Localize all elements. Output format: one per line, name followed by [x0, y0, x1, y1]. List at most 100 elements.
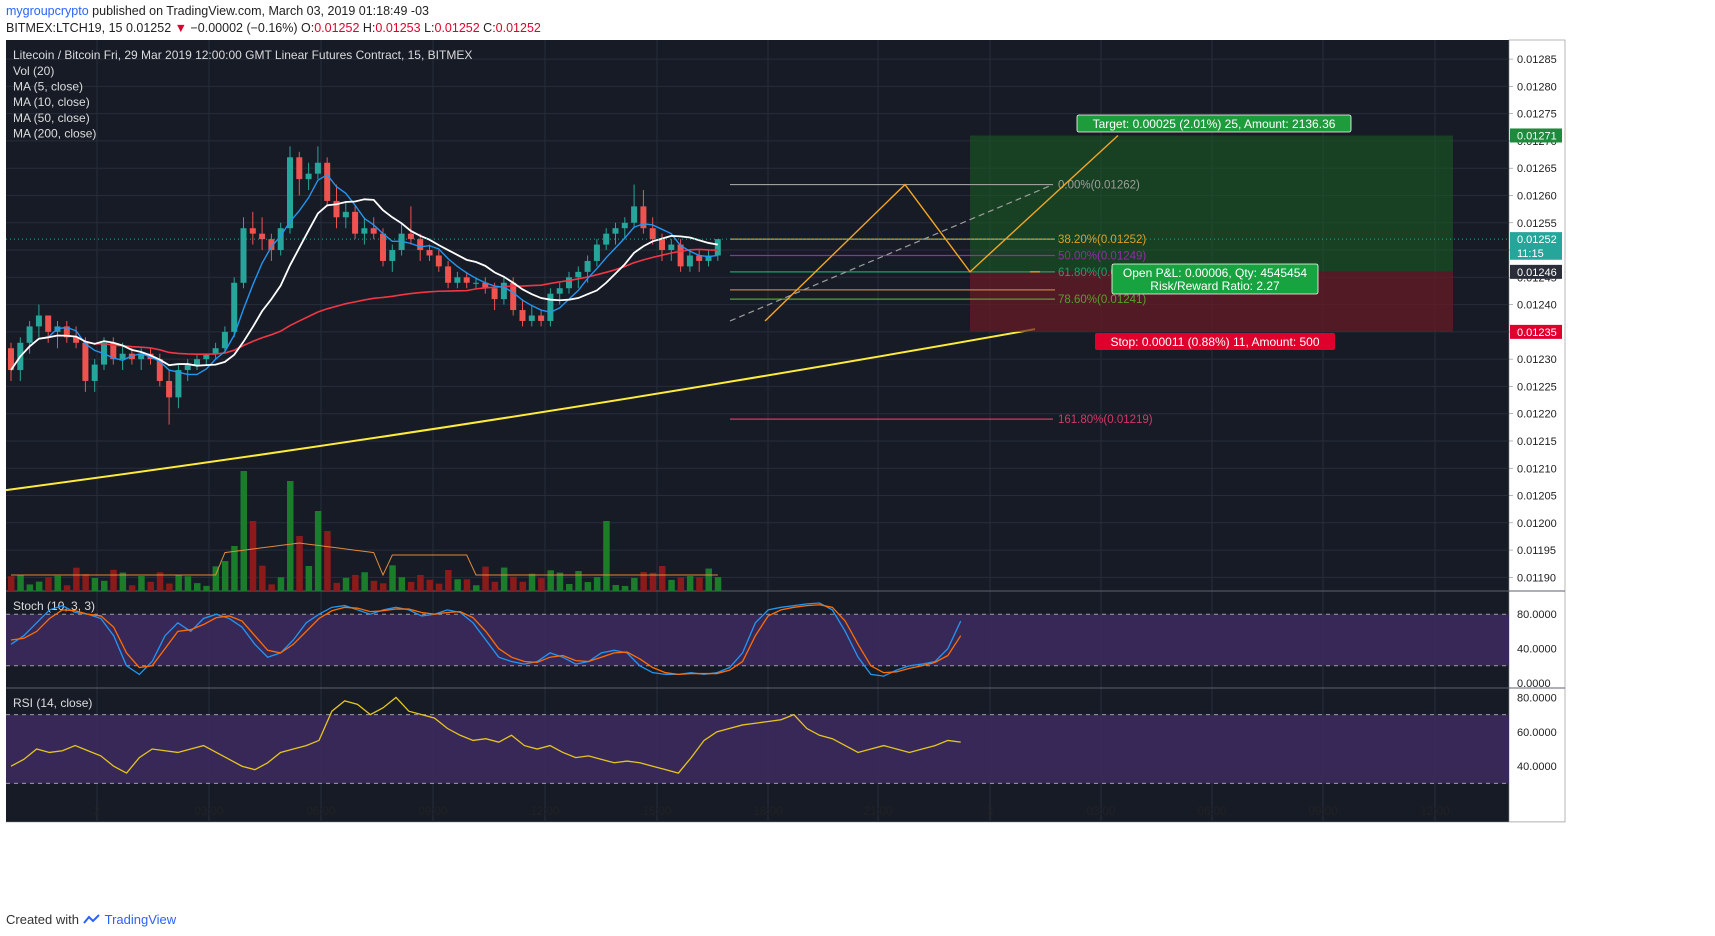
- stoch-label: Stoch (10, 3, 3): [13, 599, 95, 613]
- chart-title: Litecoin / Bitcoin Fri, 29 Mar 2019 12:0…: [13, 48, 472, 62]
- volume-bar: [491, 581, 499, 591]
- fib-level-label: 0.00%(0.01262): [1058, 180, 1140, 192]
- tradingview-link[interactable]: TradingView: [104, 912, 177, 927]
- y-tick-label: 0.01255: [1517, 218, 1557, 230]
- volume-bar: [128, 585, 136, 591]
- stop-label-text: Stop: 0.00011 (0.88%) 11, Amount: 500: [1110, 335, 1319, 349]
- x-tick-label: 12:00: [1421, 806, 1450, 818]
- candle-body: [538, 315, 545, 321]
- candle-body: [417, 239, 424, 251]
- volume-bar: [696, 577, 703, 591]
- candle-body: [203, 353, 210, 360]
- volume-bar: [659, 565, 666, 591]
- rsi-y-tick: 60.0000: [1517, 727, 1557, 739]
- open-label: O:: [301, 21, 315, 35]
- last-price: 0.01252: [125, 21, 172, 35]
- fib-level-label: 78.60%(0.01241): [1058, 294, 1146, 306]
- volume-bar: [566, 584, 573, 591]
- volume-bar: [380, 583, 387, 591]
- price-axis-tag-text: 11:15: [1517, 248, 1544, 260]
- x-tick-label: 12:00: [531, 806, 560, 818]
- trading-chart[interactable]: 2 03:00 06:00 09:00 12:00 15:00 18:00 21:00 3 03:…: [0, 0, 1715, 910]
- volume-bar: [138, 576, 145, 591]
- candle-body: [175, 370, 182, 398]
- stoch-band: [6, 614, 1509, 666]
- candle-body: [566, 277, 572, 289]
- volume-bar: [705, 568, 712, 591]
- ma50-line: [10, 248, 718, 371]
- volume-bar: [445, 569, 452, 591]
- candle-body: [119, 353, 126, 360]
- volume-bar: [287, 481, 294, 591]
- volume-bar: [342, 577, 350, 591]
- price-change: −0.00002 (−0.16%): [190, 21, 298, 35]
- stoch-y-tick: 40.0000: [1517, 644, 1557, 656]
- indicator-legend-item: MA (50, close): [13, 111, 90, 125]
- candle-body: [621, 222, 628, 229]
- time-axis: [6, 822, 1565, 832]
- target-label-text: Target: 0.00025 (2.01%) 25, Amount: 2136…: [1093, 117, 1336, 131]
- pnl-label-box: [1111, 263, 1319, 295]
- volume-bar: [519, 581, 526, 591]
- price-axis-tag: [1510, 232, 1562, 247]
- x-tick-label: 3: [987, 806, 993, 818]
- target-label-box: [1076, 114, 1352, 133]
- candle-body: [231, 282, 238, 332]
- target-zone: [970, 135, 1453, 272]
- volume-bar: [101, 580, 108, 591]
- candle-body: [612, 228, 619, 234]
- candle-body: [435, 255, 442, 267]
- y-tick-label: 0.01285: [1517, 54, 1557, 66]
- pnl-label-text: Risk/Reward Ratio: 2.27: [1150, 279, 1280, 293]
- author-link[interactable]: mygroupcrypto: [6, 4, 89, 18]
- volume-bar: [194, 583, 201, 591]
- volume-bar: [584, 582, 592, 591]
- candle-body: [352, 211, 359, 234]
- low-label: L:: [424, 21, 435, 35]
- y-tick-label: 0.01190: [1517, 572, 1556, 584]
- x-tick-label: 03:00: [195, 806, 224, 818]
- volume-bar: [389, 565, 396, 591]
- fib-level-label: 38.20%(0.01252): [1058, 234, 1146, 246]
- volume-bar: [668, 579, 675, 591]
- candle-body: [575, 271, 582, 278]
- price-axis-tag: [1510, 264, 1562, 279]
- candle-body: [45, 315, 52, 332]
- candle-body: [26, 326, 33, 343]
- y-tick-label: 0.01215: [1517, 436, 1557, 448]
- y-tick-label: 0.01260: [1517, 190, 1557, 202]
- volume-bar: [212, 566, 220, 591]
- rsi-label: RSI (14, close): [13, 696, 92, 710]
- ohlc-header: BITMEX:LTCH19, 15 0.01252 ▼ −0.00002 (−0…: [6, 21, 541, 35]
- candle-body: [686, 255, 693, 267]
- volume-bar: [110, 569, 117, 591]
- volume-bar: [482, 566, 489, 591]
- close-value: 0.01252: [495, 21, 541, 35]
- volume-bar: [17, 574, 24, 591]
- candle-body: [696, 255, 703, 261]
- volume-bar: [714, 577, 722, 591]
- candle-body: [361, 228, 368, 234]
- candle-body: [677, 244, 684, 267]
- fib-projection-dashed: [729, 184, 1054, 322]
- candle-body: [296, 157, 303, 180]
- candle-body: [82, 342, 89, 381]
- y-tick-label: 0.01225: [1517, 381, 1557, 393]
- candle-body: [649, 228, 656, 240]
- price-axis-tag-text: 0.01235: [1517, 327, 1557, 339]
- ma200-line: [5, 328, 1036, 492]
- volume-bar: [435, 583, 443, 591]
- pnl-label-text: Open P&L: 0.00006, Qty: 4545454: [1123, 266, 1307, 280]
- created-with-text: Created with: [6, 912, 79, 927]
- candle-body: [659, 239, 665, 251]
- volume-bar: [361, 572, 368, 591]
- candle-body: [482, 282, 489, 289]
- volume-bar: [240, 471, 247, 591]
- candle-body: [445, 266, 452, 283]
- x-tick-label: 15:00: [643, 806, 672, 818]
- candle-body: [35, 315, 42, 327]
- candle-body: [221, 331, 228, 349]
- candle-body: [166, 380, 173, 398]
- candle-body: [194, 359, 200, 365]
- volume-bar: [547, 570, 554, 591]
